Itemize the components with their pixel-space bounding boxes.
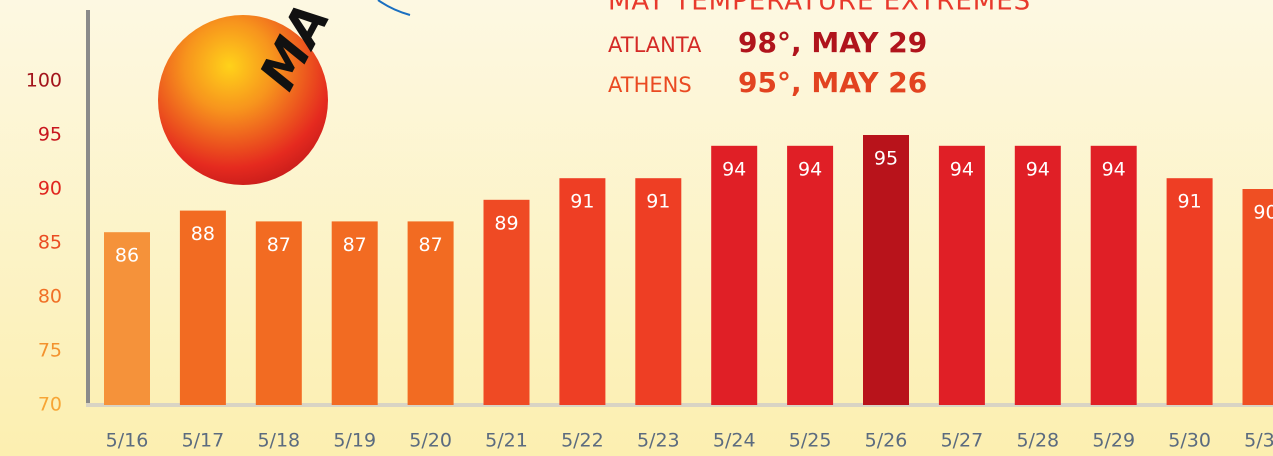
y-tick-label: 80 xyxy=(38,286,62,308)
extreme-reading: 95°, MAY 26 xyxy=(738,66,927,99)
x-tick-label: 5/18 xyxy=(257,430,300,452)
value-label: 87 xyxy=(419,234,443,256)
value-label: 87 xyxy=(267,234,291,256)
x-tick-label: 5/27 xyxy=(941,430,984,452)
y-tick-label: 70 xyxy=(38,394,62,416)
x-tick-label: 5/30 xyxy=(1168,430,1211,452)
x-tick-label: 5/20 xyxy=(409,430,452,452)
x-tick-label: 5/21 xyxy=(485,430,528,452)
value-label: 94 xyxy=(1026,158,1050,180)
value-label: 94 xyxy=(722,158,746,180)
value-label: 91 xyxy=(646,191,670,213)
value-label: 91 xyxy=(1178,191,1202,213)
value-label: 86 xyxy=(115,245,139,267)
bar xyxy=(787,146,833,405)
y-tick-label: 95 xyxy=(38,124,62,146)
x-tick-label: 5/17 xyxy=(182,430,225,452)
value-label: 95 xyxy=(874,148,898,170)
x-tick-label: 5/29 xyxy=(1092,430,1135,452)
extreme-city: ATHENS xyxy=(608,73,692,97)
bar xyxy=(1015,146,1061,405)
x-tick-label: 5/24 xyxy=(713,430,756,452)
x-tick-label: 5/26 xyxy=(865,430,908,452)
y-tick-label: 85 xyxy=(38,232,62,254)
value-label: 91 xyxy=(570,191,594,213)
extreme-reading: 98°, MAY 29 xyxy=(738,26,927,59)
value-label: 94 xyxy=(798,158,822,180)
y-tick-label: 75 xyxy=(38,340,62,362)
value-label: 88 xyxy=(191,223,215,245)
bar xyxy=(939,146,985,405)
x-tick-label: 5/31 xyxy=(1244,430,1273,452)
value-label: 94 xyxy=(1102,158,1126,180)
x-tick-label: 5/16 xyxy=(106,430,149,452)
x-tick-label: 5/25 xyxy=(789,430,832,452)
value-label: 87 xyxy=(343,234,367,256)
y-tick-label: 100 xyxy=(26,70,62,92)
value-label: 94 xyxy=(950,158,974,180)
bar xyxy=(1091,146,1137,405)
bar xyxy=(863,135,909,405)
x-tick-label: 5/23 xyxy=(637,430,680,452)
value-label: 89 xyxy=(494,212,518,234)
bar xyxy=(711,146,757,405)
chart-title: MAY TEMPERATURE EXTREMES xyxy=(608,0,1031,17)
extreme-city: ATLANTA xyxy=(608,33,702,57)
value-label: 90 xyxy=(1253,202,1273,224)
y-tick-label: 90 xyxy=(38,178,62,200)
x-tick-label: 5/28 xyxy=(1016,430,1059,452)
x-tick-label: 5/22 xyxy=(561,430,604,452)
x-tick-label: 5/19 xyxy=(333,430,376,452)
chart: MA MAY TEMPERATURE EXTREMES ATLANTA 98°,… xyxy=(0,0,1273,456)
